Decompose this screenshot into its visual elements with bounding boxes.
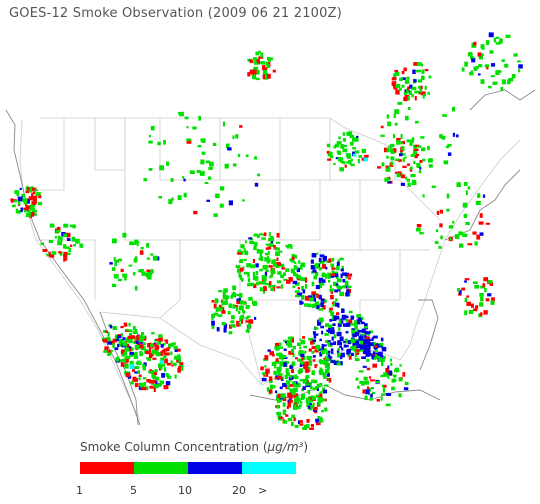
legend-tick-label: 1 [76,484,83,497]
legend-swatch-2 [188,462,242,474]
legend-tick-label: 5 [130,484,137,497]
legend-tick-label: 10 [178,484,192,497]
map-title: GOES-12 Smoke Observation (2009 06 21 21… [9,6,342,21]
legend-tick-label: > [258,484,268,497]
smoke-map [5,32,536,430]
legend-swatch-0 [80,462,134,474]
smoke-patches [10,32,523,430]
legend-swatch-3 [242,462,296,474]
coastlines [5,89,536,426]
legend-tick-label: 20 [232,484,246,497]
legend-unit: µg/m³ [267,440,304,454]
legend-color-bar [80,462,296,474]
legend-title: Smoke Column Concentration (µg/m³) [80,440,309,454]
legend-swatch-1 [134,462,188,474]
